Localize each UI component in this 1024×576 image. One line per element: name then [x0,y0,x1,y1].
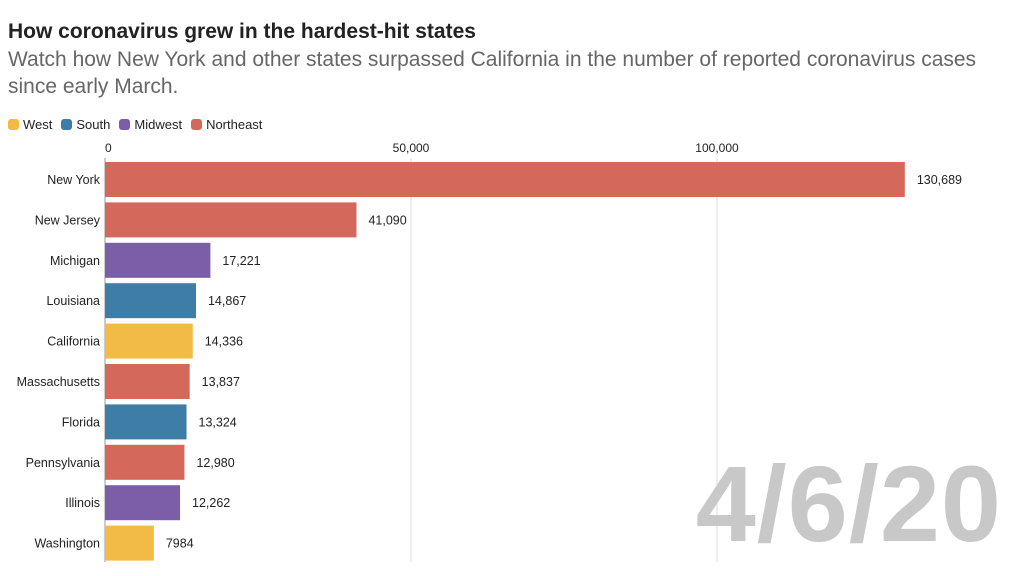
value-label-washington: 7984 [166,537,194,551]
value-label-california: 14,336 [205,335,243,349]
bar-florida [105,404,187,440]
legend-label-west: West [23,117,53,132]
x-tick-label-1: 50,000 [393,141,430,155]
bar-louisiana [105,283,196,319]
category-label-pennsylvania: Pennsylvania [26,456,100,470]
x-tick-label-2: 100,000 [695,141,739,155]
x-tick-label-0: 0 [105,141,112,155]
value-label-louisiana: 14,867 [208,294,246,308]
value-label-illinois: 12,262 [192,496,230,510]
category-label-new-york: New York [47,173,101,187]
legend-item-northeast: Northeast [191,117,262,132]
bar-washington [105,525,154,561]
bar-california [105,323,193,359]
category-label-california: California [47,335,100,349]
bar-pennsylvania [105,444,185,480]
legend-label-midwest: Midwest [134,117,183,132]
value-label-florida: 13,324 [199,415,237,429]
bar-michigan [105,242,211,278]
value-label-massachusetts: 13,837 [202,375,240,389]
legend-item-west: West [8,117,52,132]
legend-swatch-west [8,119,19,130]
legend-label-northeast: Northeast [206,117,263,132]
legend-swatch-northeast [191,119,203,130]
bar-new-york [105,162,905,197]
category-label-new-jersey: New Jersey [35,213,101,227]
legend-swatch-south [61,119,73,130]
date-label: 4/6/20 [695,443,1002,564]
legend: West South Midwest Northeast [8,117,262,132]
category-label-florida: Florida [62,415,100,429]
category-label-washington: Washington [34,537,100,551]
legend-item-midwest: Midwest [119,117,182,132]
value-label-new-jersey: 41,090 [368,213,406,227]
bar-illinois [105,485,181,521]
legend-item-south: South [61,117,110,132]
legend-label-south: South [76,117,111,132]
bar-new-jersey [105,202,357,238]
legend-swatch-midwest [119,119,131,130]
category-label-illinois: Illinois [65,496,100,510]
chart-subtitle: Watch how New York and other states surp… [8,48,977,98]
category-label-louisiana: Louisiana [46,294,100,308]
chart-title: How coronavirus grew in the hardest-hit … [8,20,476,43]
value-label-michigan: 17,221 [222,254,260,268]
bar-massachusetts [105,364,190,399]
category-label-massachusetts: Massachusetts [17,375,100,389]
category-label-michigan: Michigan [50,254,100,268]
value-label-new-york: 130,689 [917,173,962,187]
value-label-pennsylvania: 12,980 [196,456,234,470]
